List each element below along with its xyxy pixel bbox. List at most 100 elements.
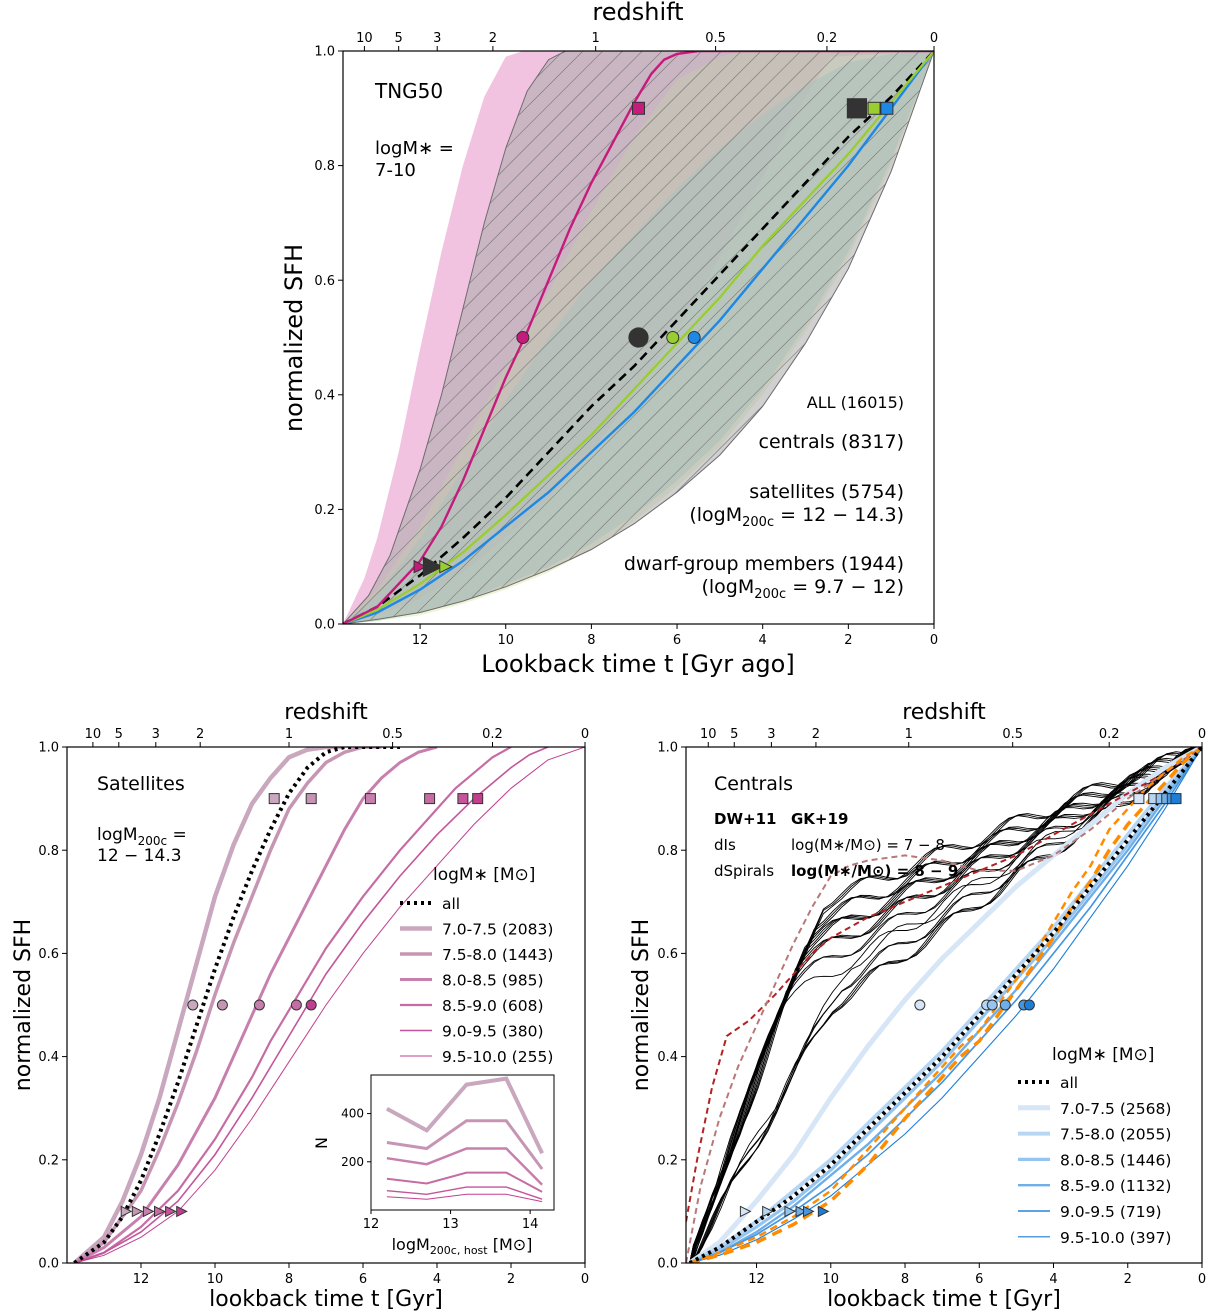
x-tick-label: 12 bbox=[133, 1272, 150, 1287]
sat-legend: all 7.0-7.5 (2083) 7.5-8.0 (1443) 8.0-8.5 (… bbox=[400, 895, 553, 1066]
cen-ref-gk: GK+19 bbox=[791, 810, 848, 828]
top-x-label: Lookback time t [Gyr ago] bbox=[481, 650, 794, 678]
inset-y-tick-label: 400 bbox=[341, 1107, 364, 1121]
sat-legend-title: logM∗ [M⊙] bbox=[433, 865, 535, 885]
cen-y-label: normalized SFH bbox=[629, 919, 654, 1091]
marker-50-percent bbox=[986, 999, 998, 1011]
x-tick-label: 8 bbox=[901, 1272, 909, 1287]
cen-redshift-label: redshift bbox=[902, 700, 986, 725]
marker-10-percent bbox=[413, 559, 428, 574]
marker-10-percent bbox=[165, 1205, 177, 1218]
top-legend-dwarf: dwarf-group members (1944) bbox=[624, 553, 904, 575]
redshift-tick-label: 0 bbox=[581, 727, 589, 742]
marker-10-percent bbox=[120, 1205, 133, 1218]
inset-series-line bbox=[386, 1171, 543, 1193]
redshift-tick-label: 1 bbox=[592, 31, 600, 46]
marker-50-percent bbox=[687, 331, 701, 344]
y-tick-label: 1.0 bbox=[38, 741, 59, 756]
sat-host-label-2: 12 − 14.3 bbox=[97, 846, 182, 866]
redshift-tick-label: 0 bbox=[1198, 727, 1206, 742]
x-tick-label: 10 bbox=[497, 633, 514, 648]
cen-ref-dw: DW+11 bbox=[714, 810, 776, 828]
sat-inset: 12 13 14 200 400 logM200c, host [M⊙] N bbox=[312, 1074, 555, 1257]
series-line bbox=[689, 747, 1202, 1263]
redshift-tick-label: 0.5 bbox=[1002, 727, 1023, 742]
redshift-tick-label: 0.2 bbox=[1099, 727, 1120, 742]
sat-axes: 12 10 8 6 4 2 0 0.0 0.2 0.4 0.6 0.8 1.0 10 5 3 2 1 0.5 0.2 0 bbox=[38, 727, 589, 1287]
y-tick-label: 0.4 bbox=[38, 1050, 59, 1065]
sat-x-label: lookback time t [Gyr] bbox=[209, 1287, 443, 1312]
observed-sfh-line bbox=[689, 747, 1202, 1263]
redshift-tick-label: 5 bbox=[730, 727, 738, 742]
redshift-tick-label: 2 bbox=[812, 727, 820, 742]
legend-entry: 8.0-8.5 (1446) bbox=[1060, 1151, 1171, 1169]
marker-90-percent bbox=[1170, 793, 1182, 805]
marker-90-percent bbox=[880, 101, 894, 115]
legend-entry: 7.5-8.0 (2055) bbox=[1060, 1126, 1171, 1144]
cen-frame bbox=[685, 746, 1203, 1264]
redshift-tick-label: 5 bbox=[395, 31, 403, 46]
redshift-tick-label: 0.2 bbox=[817, 31, 838, 46]
marker-50-percent bbox=[290, 999, 302, 1011]
marker-10-percent bbox=[784, 1205, 797, 1218]
reference-line bbox=[689, 747, 1202, 1263]
series-line bbox=[689, 747, 1202, 1263]
legend-entry: 9.5-10.0 (255) bbox=[442, 1048, 553, 1066]
sat-panel-label: Satellites bbox=[97, 773, 185, 795]
marker-90-percent bbox=[846, 98, 868, 119]
top-y-label: normalized SFH bbox=[280, 244, 308, 432]
top-frame bbox=[342, 50, 935, 625]
sat-markers bbox=[120, 793, 484, 1218]
marker-10-percent bbox=[154, 1205, 166, 1218]
top-mass-label-2: 7-10 bbox=[375, 160, 416, 181]
x-tick-label: 0 bbox=[930, 633, 938, 648]
redshift-tick-label: 0.5 bbox=[705, 31, 726, 46]
cen-panel-label: Centrals bbox=[714, 773, 793, 795]
redshift-tick-label: 5 bbox=[115, 727, 123, 742]
cen-ref-gk-high: log(M∗/M⊙) = 8 − 9 bbox=[791, 862, 958, 880]
marker-90-percent bbox=[867, 101, 881, 115]
marker-10-percent bbox=[762, 1205, 774, 1218]
redshift-tick-label: 2 bbox=[489, 31, 497, 46]
marker-10-percent bbox=[439, 559, 453, 574]
redshift-tick-label: 1 bbox=[285, 727, 293, 742]
cen-ref-dspirals: dSpirals bbox=[714, 862, 774, 880]
marker-50-percent bbox=[216, 999, 228, 1011]
marker-90-percent bbox=[364, 793, 376, 805]
top-legend-centrals: centrals (8317) bbox=[759, 431, 904, 453]
y-tick-label: 0.2 bbox=[38, 1153, 59, 1168]
redshift-tick-label: 3 bbox=[433, 31, 441, 46]
inset-series-line bbox=[386, 1193, 543, 1203]
sat-inset-frame bbox=[370, 1074, 555, 1211]
x-tick-label: 12 bbox=[748, 1272, 765, 1287]
legend-entry: 8.5-9.0 (608) bbox=[442, 997, 544, 1015]
y-tick-label: 0.0 bbox=[657, 1257, 678, 1272]
marker-50-percent bbox=[187, 999, 199, 1011]
x-tick-label: 12 bbox=[412, 633, 429, 648]
satellites-panel: 12 10 8 6 4 2 0 0.0 0.2 0.4 0.6 0.8 1.0 10 5 3 2 1 0.5 0.2 0… bbox=[11, 700, 589, 1312]
marker-90-percent bbox=[268, 793, 280, 805]
x-tick-label: 6 bbox=[975, 1272, 983, 1287]
x-tick-label: 4 bbox=[759, 633, 767, 648]
x-tick-label: 4 bbox=[1049, 1272, 1057, 1287]
top-redshift-label: redshift bbox=[592, 0, 683, 26]
redshift-tick-label: 10 bbox=[700, 727, 717, 742]
x-tick-label: 6 bbox=[359, 1272, 367, 1287]
sat-inset-x-label: logM200c, host [M⊙] bbox=[392, 1235, 533, 1257]
x-tick-label: 2 bbox=[1124, 1272, 1132, 1287]
observed-sfh-line bbox=[689, 747, 1202, 1263]
cen-x-label: lookback time t [Gyr] bbox=[827, 1287, 1061, 1312]
observed-sfh-line bbox=[689, 747, 1202, 1263]
sat-frame bbox=[66, 746, 586, 1264]
centrals-panel: 12 10 8 6 4 2 0 0.0 0.2 0.4 0.6 0.8 1.0 10 5 3 2 1 0.5 0.2 0… bbox=[629, 700, 1206, 1312]
inset-series-line bbox=[385, 1076, 544, 1155]
y-tick-label: 0.6 bbox=[314, 274, 335, 289]
legend-entry: 7.5-8.0 (1443) bbox=[442, 946, 553, 964]
legend-entry: 8.0-8.5 (985) bbox=[442, 972, 544, 990]
redshift-tick-label: 0 bbox=[930, 31, 938, 46]
marker-50-percent bbox=[1023, 999, 1035, 1011]
y-tick-label: 0.6 bbox=[38, 947, 59, 962]
marker-90-percent bbox=[472, 793, 484, 805]
inset-x-tick-label: 14 bbox=[522, 1217, 539, 1232]
legend-entry: all bbox=[442, 895, 460, 913]
